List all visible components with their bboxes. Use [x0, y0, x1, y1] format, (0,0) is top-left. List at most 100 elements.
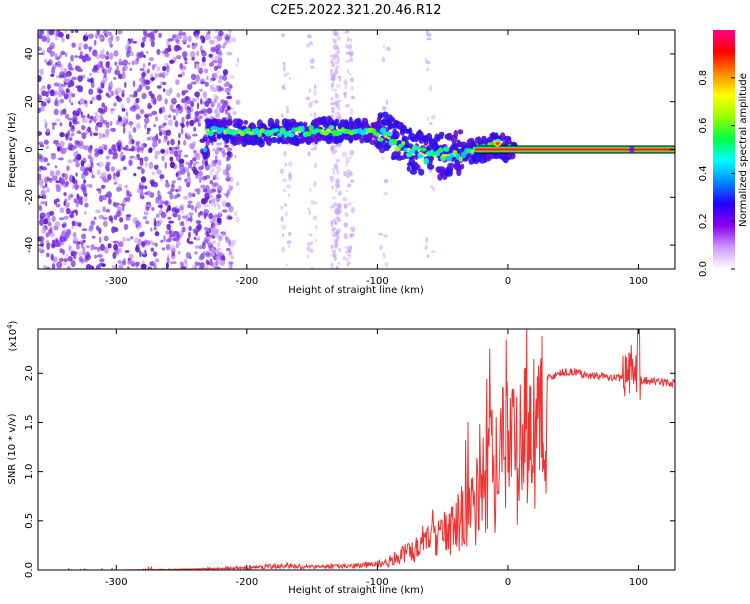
stripe-speckle	[332, 54, 338, 59]
noise-speckle	[204, 265, 209, 269]
stripe-speckle	[210, 203, 214, 207]
stripe-speckle	[314, 238, 317, 243]
noise-speckle	[38, 47, 42, 51]
noise-speckle	[203, 212, 209, 217]
noise-speckle	[171, 180, 177, 184]
noise-speckle	[165, 129, 172, 136]
noise-speckle	[145, 240, 151, 246]
noise-speckle	[150, 180, 154, 188]
noise-speckle	[140, 176, 147, 183]
noise-speckle	[166, 257, 170, 264]
noise-speckle	[143, 79, 150, 85]
stripe-speckle	[332, 88, 338, 92]
noise-speckle	[221, 200, 227, 208]
noise-speckle	[100, 184, 106, 189]
stripe-speckle	[343, 92, 348, 96]
noise-speckle	[52, 64, 57, 70]
stripe-speckle	[348, 245, 353, 250]
noise-speckle	[221, 103, 226, 111]
stripe-speckle	[331, 168, 336, 171]
noise-speckle	[63, 261, 67, 266]
noise-speckle	[197, 235, 201, 240]
noise-speckle	[121, 155, 126, 160]
stripe-speckle	[281, 224, 287, 231]
noise-speckle	[119, 217, 124, 223]
stripe-speckle	[337, 217, 341, 223]
noise-speckle	[83, 145, 89, 151]
signal-peak	[387, 137, 391, 140]
noise-speckle	[194, 188, 199, 192]
noise-speckle	[66, 266, 71, 269]
signal-halo	[378, 114, 383, 119]
stripe-speckle	[218, 247, 222, 251]
noise-speckle	[128, 140, 133, 145]
noise-speckle	[105, 208, 111, 213]
stripe-speckle	[216, 247, 219, 252]
stripe-speckle	[343, 79, 349, 84]
spectrogram-y-label: Frequency (Hz)	[7, 112, 18, 188]
stripe-speckle	[228, 186, 231, 191]
y-tick-label: 0.0	[24, 562, 35, 578]
noise-speckle	[72, 232, 77, 238]
signal-core	[394, 147, 401, 152]
noise-speckle	[89, 100, 93, 105]
noise-speckle	[112, 175, 118, 182]
stripe-speckle	[336, 228, 341, 233]
stripe-speckle	[311, 99, 314, 105]
noise-speckle	[130, 236, 134, 240]
noise-speckle	[182, 196, 189, 200]
noise-speckle	[59, 141, 65, 148]
noise-speckle	[107, 243, 112, 249]
stripe-speckle	[232, 36, 236, 43]
noise-speckle	[193, 126, 197, 132]
noise-speckle	[125, 109, 128, 113]
signal-core	[207, 130, 214, 137]
noise-speckle	[187, 83, 193, 90]
noise-speckle	[152, 181, 159, 188]
noise-speckle	[186, 116, 192, 120]
stripe-speckle	[217, 204, 221, 210]
noise-speckle	[138, 238, 142, 246]
noise-speckle	[190, 50, 196, 58]
stripe-speckle	[216, 160, 222, 166]
stripe-speckle	[211, 247, 215, 251]
stripe-speckle	[209, 194, 214, 199]
stripe-speckle	[235, 63, 239, 67]
carrier-blip	[629, 145, 635, 154]
noise-speckle	[83, 239, 86, 243]
stripe-speckle	[312, 215, 318, 221]
noise-speckle	[156, 66, 161, 72]
stripe-speckle	[337, 182, 341, 190]
noise-speckle	[178, 106, 183, 114]
stripe-speckle	[335, 238, 339, 244]
stripe-speckle	[344, 211, 349, 218]
noise-speckle	[140, 41, 145, 48]
noise-speckle	[222, 69, 229, 76]
stripe-speckle	[330, 97, 333, 101]
stripe-speckle	[284, 203, 288, 207]
noise-speckle	[113, 214, 118, 221]
noise-speckle	[53, 139, 59, 145]
noise-speckle	[116, 169, 120, 174]
noise-speckle	[118, 121, 124, 126]
noise-speckle	[67, 82, 72, 88]
noise-speckle	[144, 185, 148, 190]
noise-speckle	[46, 36, 51, 44]
stripe-speckle	[214, 55, 219, 62]
noise-speckle	[223, 99, 229, 106]
noise-speckle	[84, 202, 89, 208]
noise-speckle	[47, 30, 50, 33]
noise-speckle	[68, 98, 72, 104]
noise-speckle	[200, 62, 207, 67]
noise-speckle	[167, 44, 172, 48]
stripe-speckle	[348, 261, 352, 265]
noise-speckle	[209, 62, 214, 67]
noise-speckle	[146, 51, 149, 54]
noise-speckle	[148, 190, 151, 197]
stripe-speckle	[342, 151, 347, 158]
noise-speckle	[124, 144, 129, 152]
noise-speckle	[84, 54, 88, 61]
snr-marks	[38, 329, 675, 570]
noise-speckle	[93, 132, 99, 136]
